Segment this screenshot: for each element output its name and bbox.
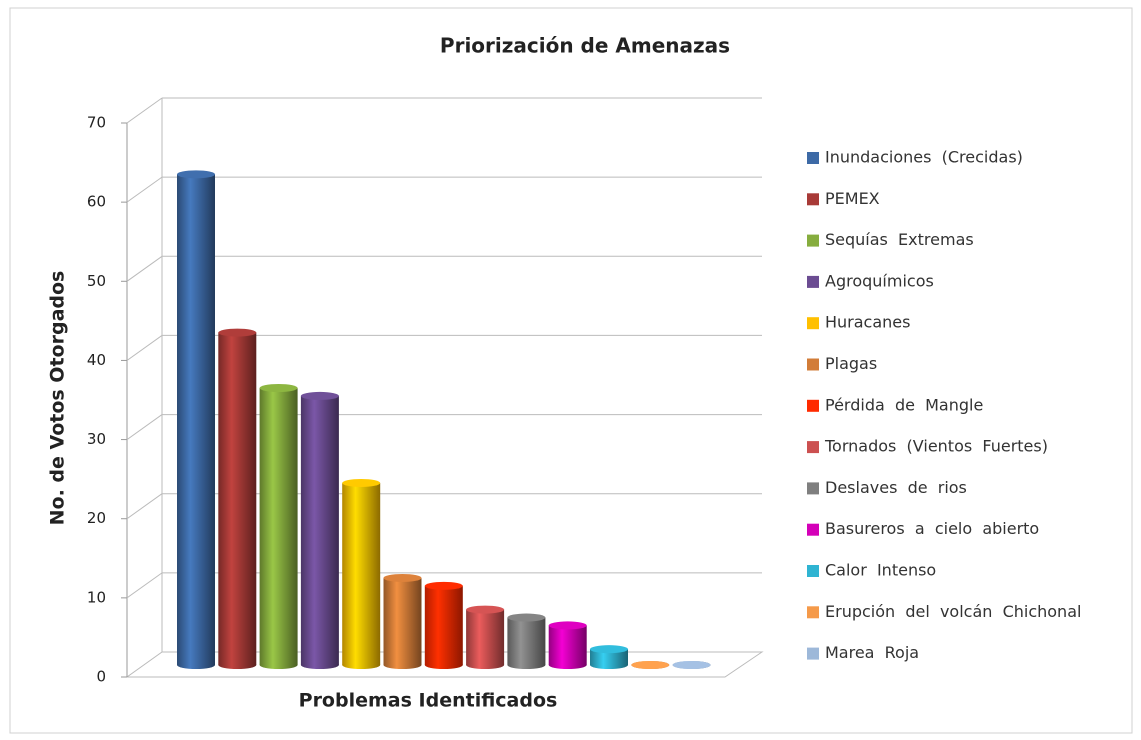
grid-line-side — [126, 255, 163, 282]
bar-top — [548, 621, 587, 630]
bar-top — [383, 573, 422, 582]
bar-top — [466, 605, 505, 614]
legend-swatch — [807, 358, 819, 371]
legend-label: Huracanes — [825, 313, 910, 332]
y-tick-label: 50 — [87, 272, 106, 290]
y-tick-label: 60 — [87, 193, 106, 211]
y-axis-label: No. de Votos Otorgados — [47, 271, 69, 526]
bar-top — [259, 384, 298, 392]
legend-swatch — [807, 441, 819, 454]
bar — [466, 609, 505, 665]
legend-label: Sequías Extremas — [825, 230, 974, 249]
bar — [507, 617, 546, 665]
bar-top — [590, 645, 628, 654]
bar — [424, 585, 463, 665]
bar — [259, 388, 298, 665]
legend-label: PEMEX — [825, 189, 880, 208]
legend-label: Erupción del volcán Chichonal — [825, 602, 1081, 621]
legend-label: Pérdida de Mangle — [825, 395, 983, 414]
chart-border — [9, 7, 1133, 734]
legend-swatch — [807, 275, 819, 288]
grid-line-side — [126, 572, 163, 599]
x-axis-label: Problemas Identificados — [299, 690, 558, 712]
bar — [548, 625, 587, 665]
legend-swatch — [807, 234, 819, 247]
legend-label: Plagas — [825, 354, 877, 373]
grid-line-side — [126, 335, 163, 361]
legend-swatch — [807, 647, 819, 660]
legend-swatch — [807, 317, 819, 330]
legend-label: Marea Roja — [825, 643, 919, 662]
legend-swatch — [807, 152, 819, 164]
y-tick-label: 40 — [87, 351, 106, 369]
bar-top — [631, 661, 670, 669]
bar — [342, 482, 381, 665]
bar-top — [342, 478, 381, 487]
bar-top — [424, 581, 463, 590]
chart-title: Priorización de Amenazas — [440, 34, 730, 58]
bar — [177, 174, 215, 666]
bar-top — [218, 328, 257, 337]
y-tick-label: 10 — [87, 588, 106, 606]
legend-swatch — [807, 523, 819, 536]
bar-top — [300, 391, 339, 400]
bar-top — [672, 661, 711, 669]
legend-label: Deslaves de rios — [825, 478, 967, 497]
y-tick-label: 70 — [87, 114, 106, 132]
legend-label: Tornados (Vientos Fuertes) — [824, 437, 1048, 456]
grid-line-side — [126, 97, 163, 124]
legend-swatch — [807, 193, 819, 206]
y-tick-label: 30 — [87, 430, 106, 448]
bar-top — [177, 170, 215, 179]
legend-label: Agroquímicos — [825, 271, 934, 290]
legend-label: Inundaciones (Crecidas) — [825, 148, 1023, 167]
legend-swatch — [807, 482, 819, 495]
bar — [218, 332, 257, 665]
grid-line-side — [126, 414, 163, 440]
y-tick-label: 0 — [96, 668, 106, 686]
legend-swatch — [807, 565, 819, 577]
grid-line-side — [126, 176, 163, 203]
bar — [383, 577, 422, 665]
grid-line-side — [126, 493, 163, 520]
legend-swatch — [807, 606, 819, 619]
bar — [590, 649, 628, 665]
bar-top — [507, 613, 546, 622]
legend-swatch — [807, 399, 819, 412]
legend-label: Basureros a cielo abierto — [825, 519, 1039, 538]
legend-label: Calor Intenso — [825, 561, 936, 580]
y-tick-label: 20 — [87, 509, 106, 527]
bar — [300, 395, 339, 665]
